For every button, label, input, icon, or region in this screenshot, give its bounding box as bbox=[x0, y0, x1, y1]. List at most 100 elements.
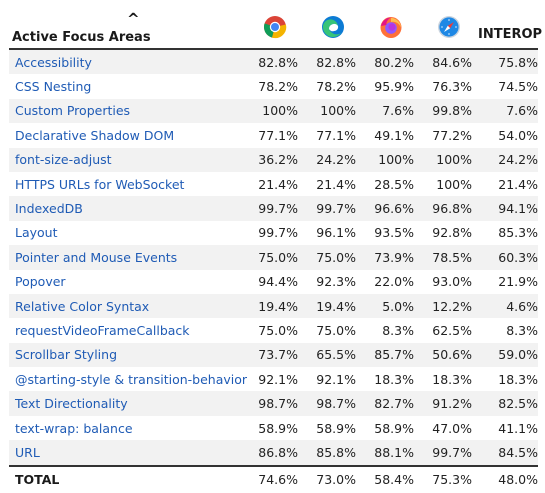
cell-edge: 19.4% bbox=[304, 293, 362, 319]
total-interop: 48.0% bbox=[498, 472, 538, 488]
cell-edge: 77.1% bbox=[316, 127, 356, 143]
column-chrome[interactable] bbox=[246, 6, 304, 49]
cell-firefox: 96.6% bbox=[362, 196, 420, 221]
cell-edge: 85.8% bbox=[304, 440, 362, 466]
table-row: font-size-adjust 36.2% 24.2% 100% 100% 24.2% bbox=[9, 147, 538, 172]
total-firefox: 58.4% bbox=[374, 472, 414, 488]
cell-chrome: 73.7% bbox=[246, 342, 304, 368]
edge-icon bbox=[322, 16, 344, 38]
feature-link[interactable]: Layout bbox=[15, 225, 58, 241]
feature-link[interactable]: text-wrap: balance bbox=[15, 420, 133, 436]
cell-edge: 92.1% bbox=[316, 371, 356, 387]
table-row: Layout 99.7% 96.1% 93.5% 92.8% 85.3% bbox=[9, 221, 538, 245]
cell-edge: 75.0% bbox=[316, 322, 356, 338]
feature-link[interactable]: Declarative Shadow DOM bbox=[15, 127, 175, 143]
feature-link[interactable]: Custom Properties bbox=[9, 98, 246, 124]
table-row: requestVideoFrameCallback 75.0% 75.0% 8.3% 6… bbox=[9, 318, 538, 342]
cell-safari: 77.2% bbox=[432, 127, 472, 143]
cell-firefox: 28.5% bbox=[374, 176, 414, 192]
cell-interop: 24.2% bbox=[478, 147, 538, 172]
cell-safari: 12.2% bbox=[420, 293, 478, 319]
cell-safari: 78.5% bbox=[420, 245, 478, 270]
table-header-row: Active Focus Areas ^ bbox=[9, 6, 543, 49]
cell-chrome: 75.0% bbox=[258, 322, 298, 338]
cell-chrome: 82.8% bbox=[246, 49, 304, 75]
cell-chrome: 99.7% bbox=[258, 225, 298, 241]
feature-link[interactable]: Relative Color Syntax bbox=[9, 293, 246, 319]
cell-edge: 75.0% bbox=[304, 245, 362, 270]
cell-firefox: 85.7% bbox=[362, 342, 420, 368]
cell-interop: 8.3% bbox=[506, 322, 538, 338]
cell-edge: 58.9% bbox=[316, 420, 356, 436]
cell-chrome: 92.1% bbox=[258, 371, 298, 387]
feature-link[interactable]: Scrollbar Styling bbox=[9, 342, 246, 368]
feature-link[interactable]: CSS Nesting bbox=[15, 79, 92, 95]
table-row: Accessibility 82.8% 82.8% 80.2% 84.6% 75.8% bbox=[9, 49, 538, 75]
cell-edge: 65.5% bbox=[304, 342, 362, 368]
table-row: Popover 94.4% 92.3% 22.0% 93.0% 21.9% bbox=[9, 270, 538, 294]
sort-header-focus-areas[interactable]: Active Focus Areas ^ bbox=[9, 6, 246, 49]
feature-link[interactable]: Accessibility bbox=[9, 49, 246, 75]
cell-safari: 18.3% bbox=[432, 371, 472, 387]
cell-interop: 18.3% bbox=[498, 371, 538, 387]
cell-safari: 93.0% bbox=[432, 274, 472, 290]
cell-firefox: 88.1% bbox=[362, 440, 420, 466]
cell-edge: 100% bbox=[304, 98, 362, 124]
feature-link[interactable]: IndexedDB bbox=[9, 196, 246, 221]
cell-interop: 84.5% bbox=[478, 440, 538, 466]
cell-firefox: 5.0% bbox=[362, 293, 420, 319]
cell-edge: 78.2% bbox=[316, 79, 356, 95]
cell-firefox: 7.6% bbox=[362, 98, 420, 124]
table-row: URL 86.8% 85.8% 88.1% 99.7% 84.5% bbox=[9, 440, 538, 466]
feature-link[interactable]: Pointer and Mouse Events bbox=[9, 245, 246, 270]
cell-safari: 84.6% bbox=[420, 49, 478, 75]
column-edge[interactable] bbox=[304, 6, 362, 49]
table-row: text-wrap: balance 58.9% 58.9% 58.9% 47.0% 41… bbox=[9, 416, 538, 440]
feature-link[interactable]: font-size-adjust bbox=[9, 147, 246, 172]
total-label: TOTAL bbox=[15, 472, 60, 488]
table-row: IndexedDB 99.7% 99.7% 96.6% 96.8% 94.1% bbox=[9, 196, 538, 221]
cell-safari: 47.0% bbox=[432, 420, 472, 436]
table-row: Custom Properties 100% 100% 7.6% 99.8% 7.6% bbox=[9, 98, 538, 124]
cell-safari: 50.6% bbox=[420, 342, 478, 368]
cell-firefox: 8.3% bbox=[382, 322, 414, 338]
column-firefox[interactable] bbox=[362, 6, 420, 49]
column-safari[interactable] bbox=[420, 6, 478, 49]
total-chrome: 74.6% bbox=[258, 472, 298, 488]
table-row: Scrollbar Styling 73.7% 65.5% 85.7% 50.6% 59.… bbox=[9, 342, 538, 368]
cell-interop: 85.3% bbox=[498, 225, 538, 241]
focus-areas-table: Active Focus Areas ^ bbox=[9, 6, 543, 493]
cell-chrome: 19.4% bbox=[246, 293, 304, 319]
feature-link[interactable]: HTTPS URLs for WebSocket bbox=[15, 176, 185, 192]
cell-chrome: 94.4% bbox=[258, 274, 298, 290]
cell-chrome: 78.2% bbox=[258, 79, 298, 95]
cell-chrome: 75.0% bbox=[246, 245, 304, 270]
feature-link[interactable]: Text Directionality bbox=[9, 391, 246, 416]
cell-edge: 21.4% bbox=[316, 176, 356, 192]
table-row: Pointer and Mouse Events 75.0% 75.0% 73.9% 7… bbox=[9, 245, 538, 270]
cell-firefox: 18.3% bbox=[374, 371, 414, 387]
table-row: CSS Nesting 78.2% 78.2% 95.9% 76.3% 74.5% bbox=[9, 74, 538, 98]
cell-firefox: 93.5% bbox=[374, 225, 414, 241]
cell-interop: 59.0% bbox=[478, 342, 538, 368]
cell-interop: 7.6% bbox=[478, 98, 538, 124]
cell-firefox: 58.9% bbox=[374, 420, 414, 436]
cell-firefox: 100% bbox=[362, 147, 420, 172]
total-safari: 75.3% bbox=[432, 472, 472, 488]
table-row: Text Directionality 98.7% 98.7% 82.7% 91.2% 8… bbox=[9, 391, 538, 416]
cell-safari: 62.5% bbox=[432, 322, 472, 338]
cell-safari: 96.8% bbox=[420, 196, 478, 221]
feature-link[interactable]: Popover bbox=[15, 274, 66, 290]
feature-link[interactable]: requestVideoFrameCallback bbox=[15, 322, 190, 338]
feature-link[interactable]: URL bbox=[9, 440, 246, 466]
cell-safari: 76.3% bbox=[432, 79, 472, 95]
cell-chrome: 21.4% bbox=[258, 176, 298, 192]
feature-link[interactable]: @starting-style & transition-behavior bbox=[15, 371, 248, 387]
column-interop[interactable]: INTEROP bbox=[478, 27, 543, 42]
cell-interop: 60.3% bbox=[478, 245, 538, 270]
cell-chrome: 99.7% bbox=[246, 196, 304, 221]
cell-firefox: 49.1% bbox=[374, 127, 414, 143]
cell-interop: 54.0% bbox=[498, 127, 538, 143]
cell-safari: 100% bbox=[436, 176, 472, 192]
